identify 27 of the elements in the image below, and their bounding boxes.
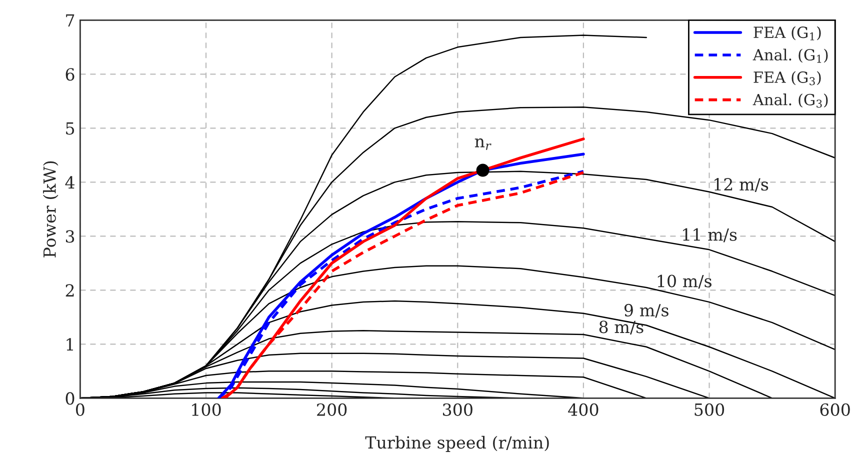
legend-label: FEA (G$_{1}$) <box>754 26 821 40</box>
y-tick-label: 2 <box>66 284 74 297</box>
annotation: 8 m/s <box>599 320 644 335</box>
x-tick-label: 300 <box>443 403 472 416</box>
legend-label: Anal. (G$_{3}$) <box>752 94 828 108</box>
y-tick-label: 5 <box>66 122 74 135</box>
y-tick-label: 6 <box>66 68 74 81</box>
legend-label: FEA (G$_{3}$) <box>754 71 821 86</box>
x-tick-label: 100 <box>192 403 221 416</box>
y-tick-label: 7 <box>66 14 74 26</box>
x-axis-title: Turbine speed (r/min) <box>365 436 549 452</box>
x-tick-label: 500 <box>694 403 724 416</box>
annotation: n$_{r}$ <box>474 138 492 150</box>
y-tick-label: 4 <box>65 176 74 189</box>
y-axis-title: Power (kW) <box>43 161 58 258</box>
legend-label: Anal. (G$_{1}$) <box>752 48 828 63</box>
annotation: 9 m/s <box>624 304 668 318</box>
x-tick-label: 200 <box>317 403 347 416</box>
x-tick-label: 0 <box>76 403 84 416</box>
annotation: 11 m/s <box>683 228 737 242</box>
x-tick-label: 400 <box>568 403 598 416</box>
y-tick-label: 0 <box>66 392 74 405</box>
x-tick-label: 600 <box>820 403 850 416</box>
y-tick-label: 1 <box>66 338 73 351</box>
annotation: 10 m/s <box>658 274 712 289</box>
annotation: 12 m/s <box>714 178 768 192</box>
y-tick-label: 3 <box>66 230 74 243</box>
